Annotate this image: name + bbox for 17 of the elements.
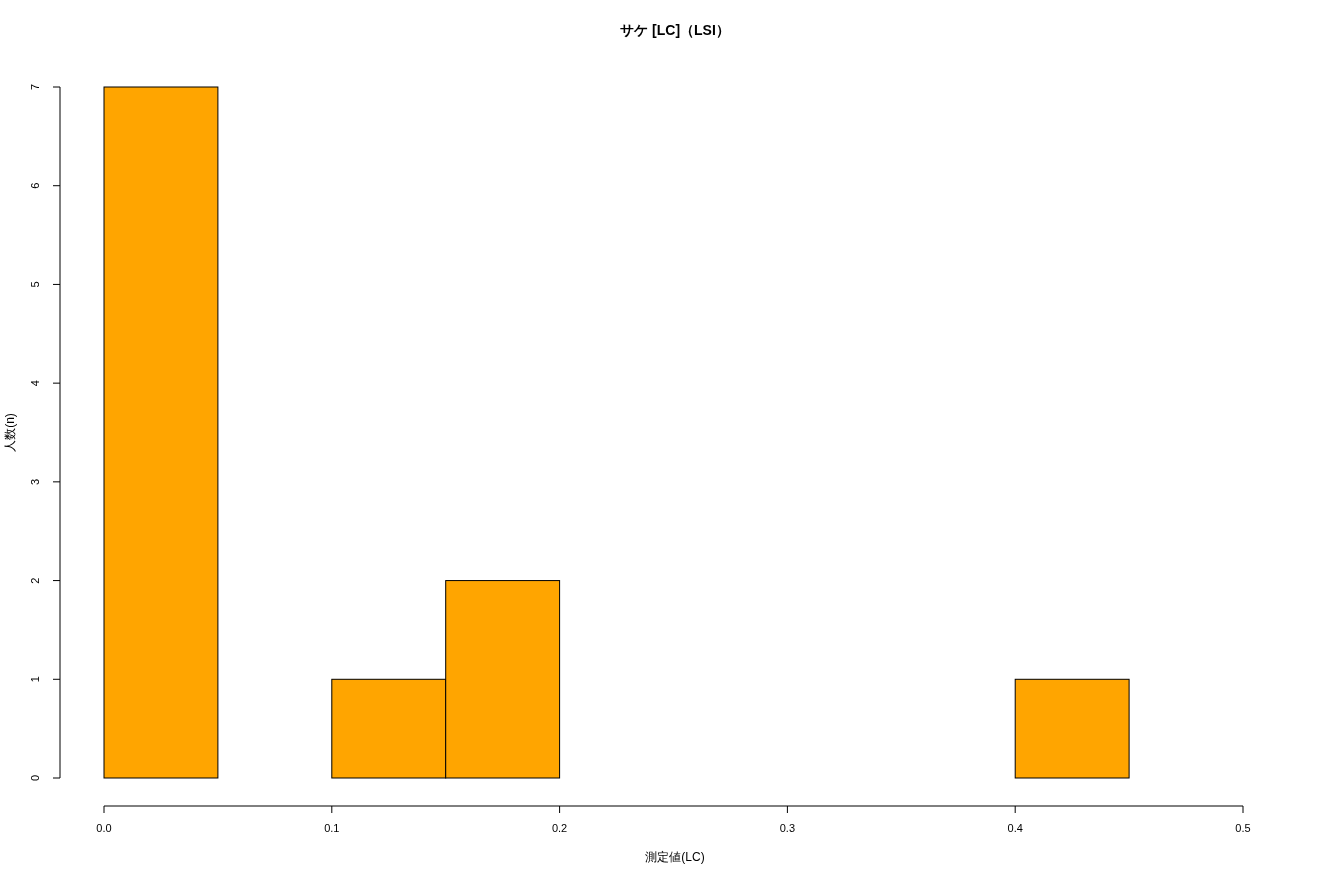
y-tick-label: 4 (29, 380, 41, 387)
x-tick-label: 0.4 (1007, 822, 1023, 834)
x-tick-label: 0.2 (551, 822, 568, 834)
x-axis-title: 測定値(LC) (645, 850, 705, 864)
x-tick-label: 0.0 (96, 822, 112, 834)
x-tick-label: 0.5 (1235, 822, 1251, 834)
x-tick-label: 0.1 (324, 822, 340, 834)
chart-title: サケ [LC]（LSI） (620, 22, 730, 38)
y-tick-label: 7 (29, 83, 41, 91)
y-tick-label: 2 (29, 577, 41, 584)
y-tick-label: 0 (29, 774, 41, 782)
y-tick-label: 5 (29, 281, 41, 288)
y-tick-label: 6 (29, 182, 41, 189)
y-tick-label: 3 (29, 478, 41, 485)
y-tick-label: 1 (29, 676, 41, 683)
x-tick-label: 0.3 (779, 822, 796, 834)
y-axis-title: 人数(n) (3, 413, 17, 452)
